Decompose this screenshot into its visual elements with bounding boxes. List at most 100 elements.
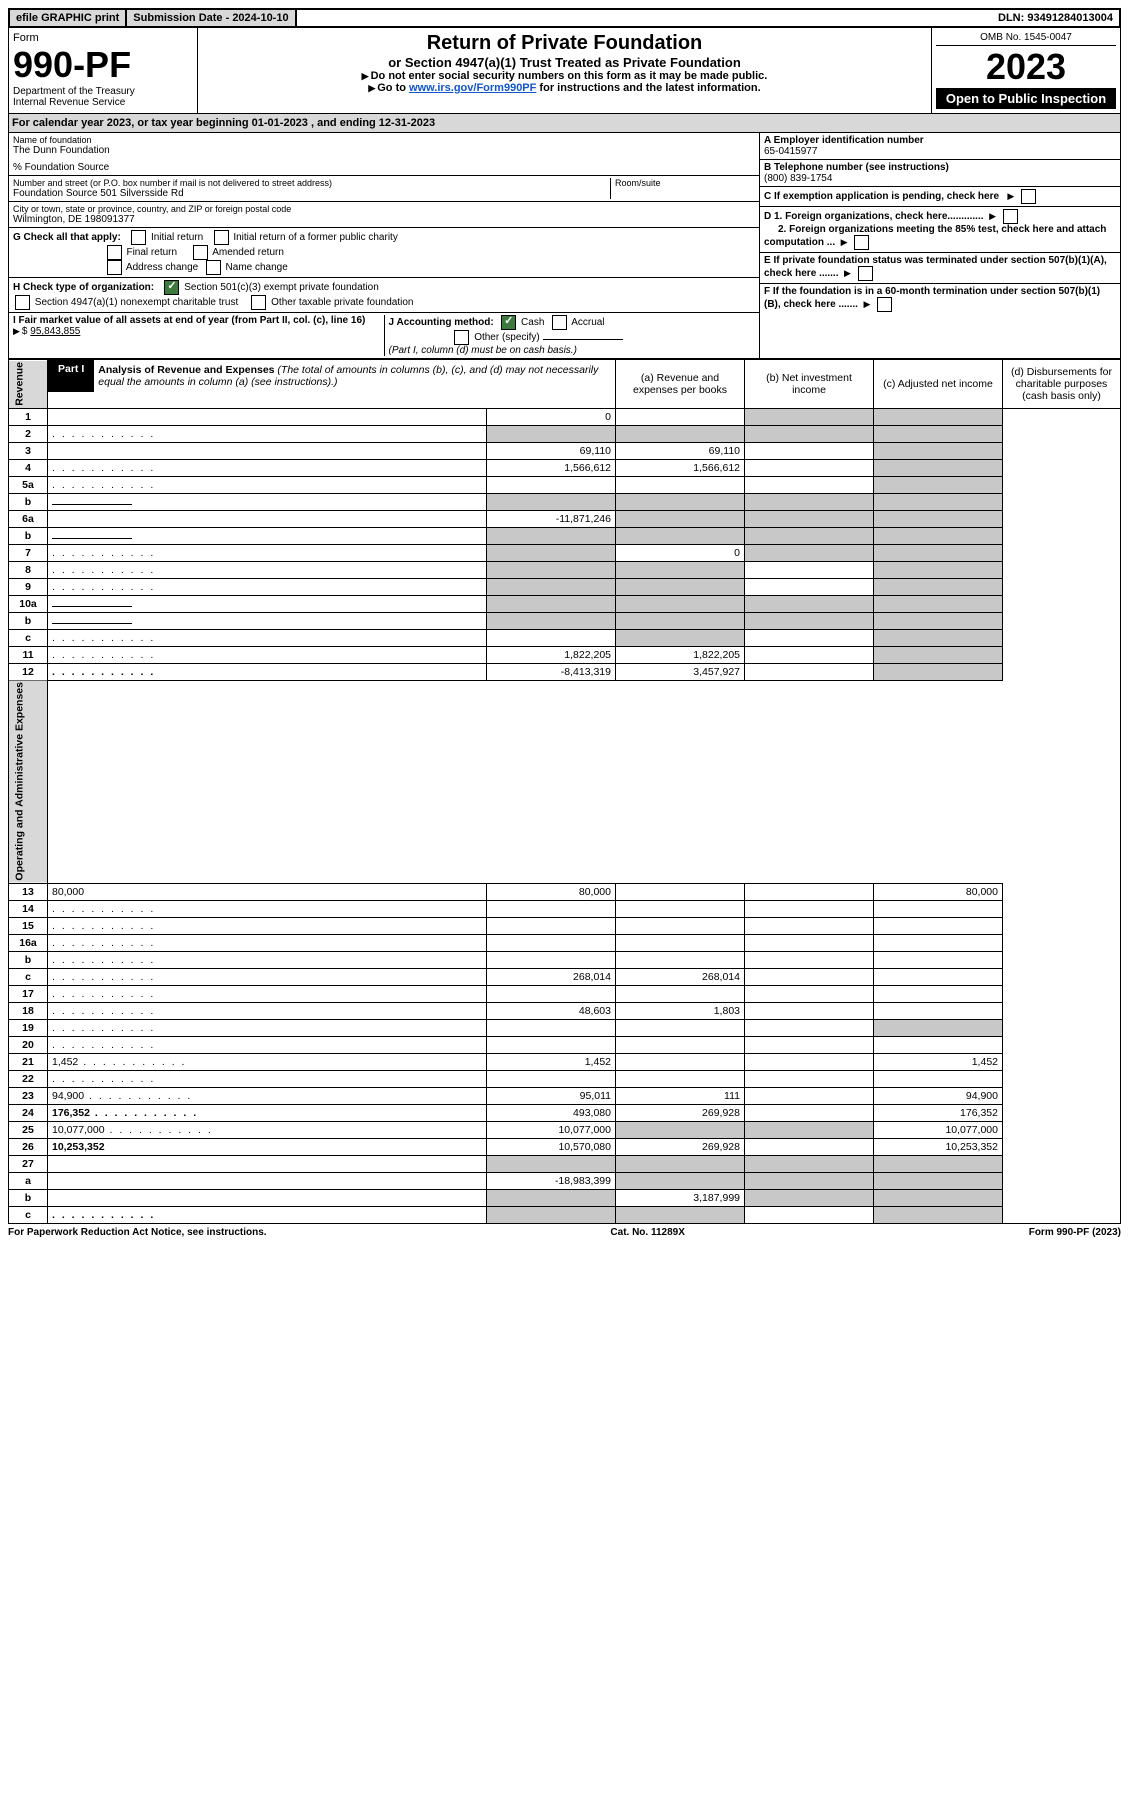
line-description [48,459,487,476]
amount-c [745,1105,874,1122]
omb: OMB No. 1545-0047 [936,32,1116,46]
amount-c [745,459,874,476]
expenses-side-label: Operating and Administrative Expenses [9,680,48,884]
amount-d [874,1071,1003,1088]
4947-checkbox[interactable] [15,295,30,310]
amount-c [745,527,874,544]
amount-c [745,1156,874,1173]
amount-d: 10,077,000 [874,1122,1003,1139]
other-taxable-checkbox[interactable] [251,295,266,310]
amount-b: 1,803 [616,1003,745,1020]
line-description [48,986,487,1003]
city: Wilmington, DE 198091377 [13,214,755,225]
amount-d: 10,253,352 [874,1139,1003,1156]
line-description [48,510,487,527]
amount-b: 1,566,612 [616,459,745,476]
h-label: H Check type of organization: [13,282,154,293]
a-label: A Employer identification number [764,135,924,146]
amount-a: 95,011 [487,1088,616,1105]
amount-c [745,1139,874,1156]
amount-d: 94,900 [874,1088,1003,1105]
calendar-year: For calendar year 2023, or tax year begi… [8,114,1121,133]
exemption-pending-checkbox[interactable] [1021,189,1036,204]
accrual-checkbox[interactable] [552,315,567,330]
amount-d [874,544,1003,561]
amount-d [874,1207,1003,1224]
address-change-checkbox[interactable] [107,260,122,275]
line-number: 3 [9,442,48,459]
amount-a [487,425,616,442]
line-description [48,408,487,425]
amount-b [616,612,745,629]
amount-b [616,1207,745,1224]
amount-b: 69,110 [616,442,745,459]
foreign-85-checkbox[interactable] [854,235,869,250]
d1-label: D 1. Foreign organizations, check here..… [764,211,984,222]
initial-return-checkbox[interactable] [131,230,146,245]
footer-left: For Paperwork Reduction Act Notice, see … [8,1227,267,1238]
amount-c [745,476,874,493]
amount-d [874,595,1003,612]
amount-b [616,527,745,544]
amount-c [745,544,874,561]
line-number: 17 [9,986,48,1003]
amount-d [874,612,1003,629]
amount-b [616,425,745,442]
line-number: 21 [9,1054,48,1071]
status-terminated-checkbox[interactable] [858,266,873,281]
60-month-checkbox[interactable] [877,297,892,312]
amount-a [487,1207,616,1224]
amount-b: 269,928 [616,1139,745,1156]
fmv-value: 95,843,855 [30,326,80,337]
amount-a [487,935,616,952]
amount-b [616,629,745,646]
amount-c [745,1207,874,1224]
amount-a: 1,452 [487,1054,616,1071]
amount-c [745,918,874,935]
line-description [48,595,487,612]
line-number: 7 [9,544,48,561]
line-description [48,578,487,595]
line-description [48,493,487,510]
address: Foundation Source 501 Silversside Rd [13,188,610,199]
line-number: 20 [9,1037,48,1054]
col-b-head: (b) Net investment income [745,360,874,409]
line-description [48,527,487,544]
f-label: F If the foundation is in a 60-month ter… [764,286,1100,310]
line-description: 10,077,000 [48,1122,487,1139]
initial-former-checkbox[interactable] [214,230,229,245]
amount-a: -8,413,319 [487,663,616,680]
irs-link[interactable]: www.irs.gov/Form990PF [409,82,536,94]
d2-label: 2. Foreign organizations meeting the 85%… [764,224,1106,248]
name-change-checkbox[interactable] [206,260,221,275]
amount-b [616,561,745,578]
tax-year: 2023 [936,46,1116,88]
amount-a [487,544,616,561]
other-method-checkbox[interactable] [454,330,469,345]
line-number: b [9,1190,48,1207]
amended-return-checkbox[interactable] [193,245,208,260]
501c3-checkbox[interactable] [164,280,179,295]
line-number: 2 [9,425,48,442]
amount-a: 1,566,612 [487,459,616,476]
footer: For Paperwork Reduction Act Notice, see … [8,1224,1121,1241]
footer-mid: Cat. No. 11289X [610,1227,684,1238]
amount-b [616,952,745,969]
j-note: (Part I, column (d) must be on cash basi… [389,345,577,356]
amount-b [616,1020,745,1037]
final-return-checkbox[interactable] [107,245,122,260]
amount-b [616,986,745,1003]
line-number: 23 [9,1088,48,1105]
foundation-name: The Dunn Foundation [13,145,755,156]
line-number: 13 [9,884,48,901]
amount-a: 0 [487,408,616,425]
foreign-org-checkbox[interactable] [1003,209,1018,224]
amount-d [874,493,1003,510]
cash-checkbox[interactable] [501,315,516,330]
line-description [48,663,487,680]
amount-b [616,918,745,935]
amount-d: 80,000 [874,884,1003,901]
line-number: c [9,629,48,646]
line-description [48,901,487,918]
amount-b [616,901,745,918]
